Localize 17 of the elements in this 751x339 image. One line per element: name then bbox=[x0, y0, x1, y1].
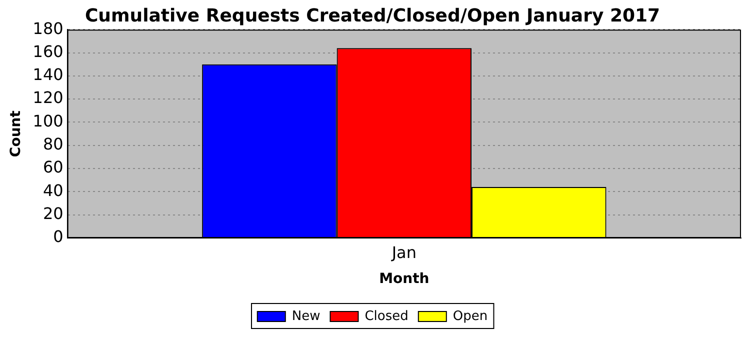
y-tick-label: 180 bbox=[32, 18, 64, 38]
legend-label: New bbox=[292, 308, 321, 324]
y-tick-label: 0 bbox=[53, 227, 64, 246]
y-tick-label: 60 bbox=[42, 158, 64, 177]
y-axis-title: Count bbox=[8, 110, 24, 158]
y-tick-label: 160 bbox=[32, 42, 64, 61]
x-tick-label: Jan bbox=[390, 242, 417, 262]
y-tick-label: 20 bbox=[42, 204, 64, 223]
legend-label: Open bbox=[452, 308, 488, 324]
y-tick-label: 120 bbox=[32, 88, 64, 108]
x-axis-title: Month bbox=[379, 271, 430, 288]
y-tick-label: 40 bbox=[42, 180, 64, 200]
y-tick-label: 100 bbox=[32, 111, 64, 130]
y-tick-label: 140 bbox=[32, 65, 64, 84]
chart-title: Cumulative Requests Created/Closed/Open January 2017 bbox=[84, 5, 660, 26]
legend-label: Closed bbox=[364, 308, 408, 324]
y-tick-label: 80 bbox=[42, 134, 64, 154]
